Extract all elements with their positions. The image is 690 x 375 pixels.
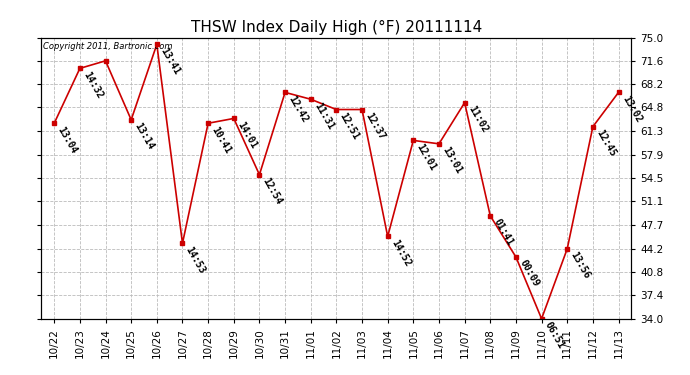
- Text: 11:02: 11:02: [466, 104, 489, 135]
- Text: 12:54: 12:54: [261, 176, 284, 207]
- Text: 14:32: 14:32: [81, 70, 105, 100]
- Text: 14:53: 14:53: [184, 244, 207, 275]
- Text: 10:41: 10:41: [210, 124, 233, 155]
- Text: 12:01: 12:01: [415, 142, 438, 172]
- Text: 12:51: 12:51: [338, 111, 361, 141]
- Text: 01:41: 01:41: [492, 217, 515, 248]
- Text: 13:41: 13:41: [158, 46, 181, 76]
- Text: 11:31: 11:31: [312, 100, 335, 131]
- Text: 12:37: 12:37: [364, 111, 387, 141]
- Text: 00:09: 00:09: [518, 258, 541, 289]
- Text: 12:42: 12:42: [286, 94, 310, 124]
- Text: 13:56: 13:56: [569, 250, 592, 280]
- Text: 13:01: 13:01: [440, 145, 464, 176]
- Text: 14:01: 14:01: [235, 120, 259, 150]
- Text: Copyright 2011, Bartronic.com: Copyright 2011, Bartronic.com: [43, 42, 172, 51]
- Text: 14:52: 14:52: [389, 238, 413, 268]
- Text: 13:02: 13:02: [620, 94, 643, 124]
- Text: 13:14: 13:14: [132, 121, 156, 152]
- Text: 06:51: 06:51: [543, 320, 566, 351]
- Text: 12:45: 12:45: [594, 128, 618, 159]
- Text: 13:04: 13:04: [56, 124, 79, 155]
- Title: THSW Index Daily High (°F) 20111114: THSW Index Daily High (°F) 20111114: [190, 20, 482, 35]
